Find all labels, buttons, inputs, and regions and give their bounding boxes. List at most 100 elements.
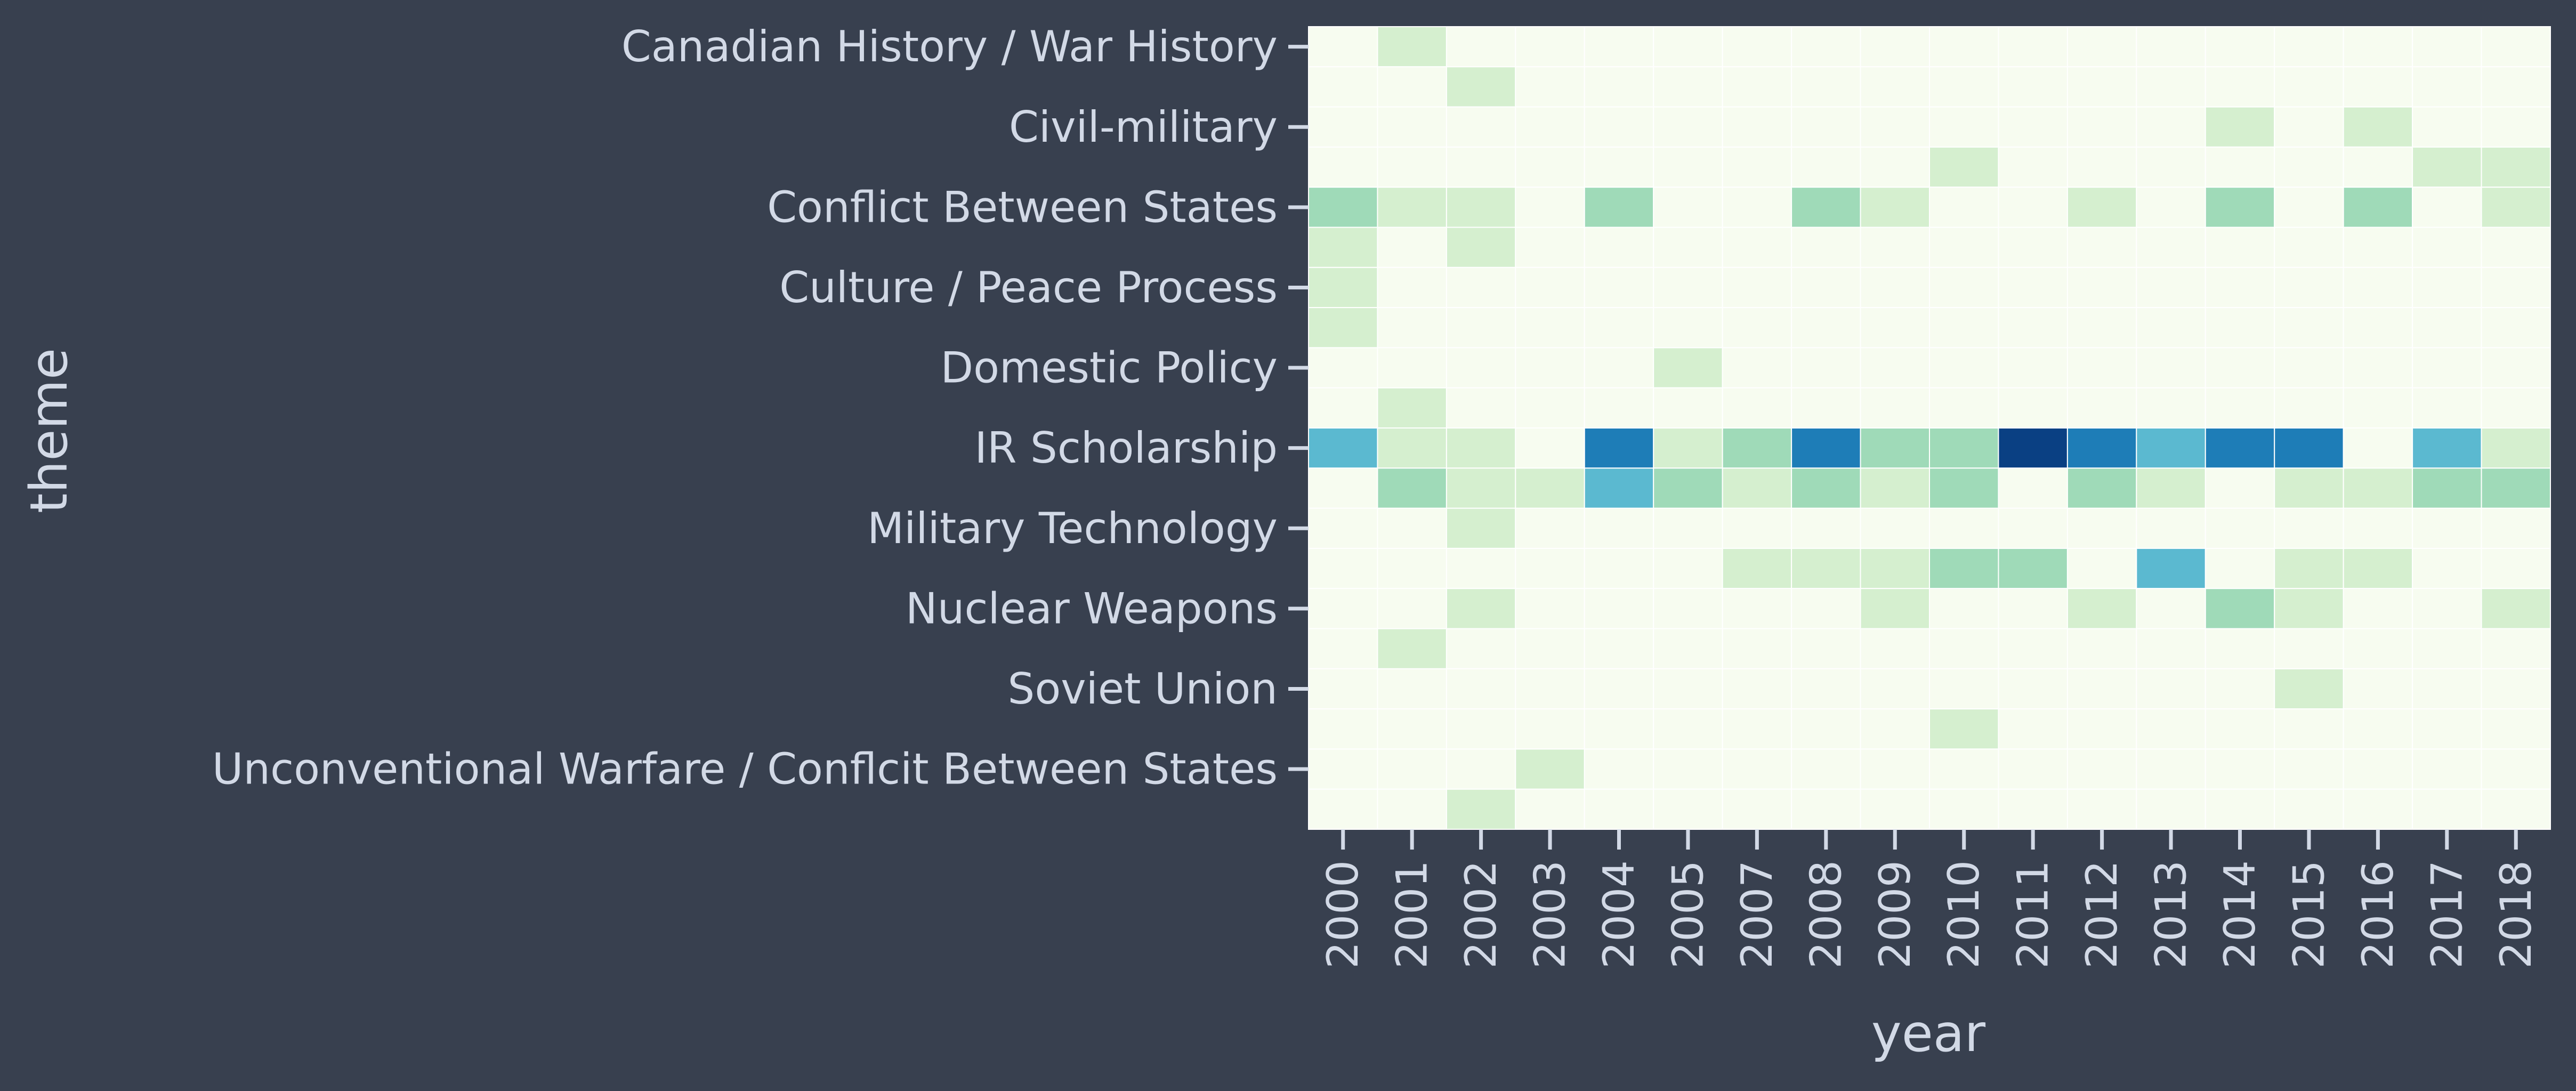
heatmap-cell — [1998, 628, 2068, 669]
heatmap-cell — [2274, 668, 2344, 710]
y-tick-label: Conflict Between States — [767, 182, 1278, 232]
heatmap-cell — [2204, 668, 2275, 710]
heatmap-cell — [1929, 467, 1999, 509]
heatmap-cell — [1791, 307, 1861, 349]
heatmap-cell — [1998, 507, 2068, 549]
heatmap-cell — [1998, 307, 2068, 349]
heatmap-cell — [1929, 547, 1999, 589]
heatmap-cells — [1308, 26, 2551, 830]
heatmap-cell — [1446, 227, 1516, 268]
heatmap-cell — [1653, 668, 1723, 710]
heatmap-cell — [2204, 507, 2275, 549]
heatmap-cell — [1377, 26, 1447, 68]
heatmap-cell — [2274, 788, 2344, 830]
heatmap-cell — [1446, 788, 1516, 830]
heatmap-cell — [2481, 266, 2551, 309]
heatmap-cell — [1998, 708, 2068, 750]
heatmap-cell — [2412, 106, 2482, 148]
heatmap-cell — [2412, 788, 2482, 830]
heatmap-cell — [2412, 307, 2482, 349]
heatmap-cell — [1515, 347, 1585, 389]
heatmap-cell — [2274, 427, 2344, 469]
heatmap-cell — [2343, 708, 2413, 750]
heatmap-cell — [1584, 588, 1654, 629]
heatmap-cell — [2481, 187, 2551, 228]
heatmap-cell — [1722, 668, 1792, 710]
heatmap-cell — [1584, 547, 1654, 589]
heatmap-cell — [1515, 788, 1585, 830]
heatmap-cell — [1515, 467, 1585, 509]
heatmap-cell — [1446, 347, 1516, 389]
heatmap-cell — [1377, 66, 1447, 108]
heatmap-cell — [2136, 266, 2206, 309]
heatmap-cell — [1584, 668, 1654, 710]
heatmap-cell — [1722, 307, 1792, 349]
heatmap-cell — [2274, 66, 2344, 108]
heatmap-cell — [2066, 628, 2137, 669]
heatmap-cell — [2481, 668, 2551, 710]
heatmap-cell — [1653, 187, 1723, 228]
heatmap-cell — [2204, 467, 2275, 509]
heatmap-cell — [2343, 266, 2413, 309]
heatmap-cell — [1929, 187, 1999, 228]
heatmap-cell — [1377, 547, 1447, 589]
heatmap-cell — [1929, 227, 1999, 268]
heatmap-cell — [1998, 748, 2068, 790]
y-tick-label: Military Technology — [867, 504, 1278, 553]
heatmap-cell — [1446, 628, 1516, 669]
heatmap-cell — [1929, 66, 1999, 108]
heatmap-cell — [1791, 347, 1861, 389]
heatmap-cell — [2412, 668, 2482, 710]
heatmap-cell — [1446, 106, 1516, 148]
heatmap-cell — [1584, 227, 1654, 268]
heatmap-cell — [2066, 547, 2137, 589]
heatmap-cell — [2412, 467, 2482, 509]
heatmap-cell — [1860, 227, 1931, 268]
heatmap-cell — [1791, 467, 1861, 509]
heatmap-cell — [1791, 507, 1861, 549]
heatmap-cell — [2481, 227, 2551, 268]
y-tick-label: Culture / Peace Process — [779, 263, 1278, 312]
heatmap-cell — [1653, 788, 1723, 830]
heatmap-cell — [1860, 26, 1931, 68]
heatmap-cell — [1515, 387, 1585, 429]
heatmap-cell — [2136, 588, 2206, 629]
heatmap-cell — [1446, 588, 1516, 629]
heatmap-cell — [2481, 347, 2551, 389]
heatmap-cell — [1860, 347, 1931, 389]
heatmap-cell — [1653, 227, 1723, 268]
heatmap-cell — [1860, 66, 1931, 108]
heatmap-cell — [1722, 748, 1792, 790]
heatmap-cell — [2412, 187, 2482, 228]
heatmap-cell — [2274, 307, 2344, 349]
heatmap-cell — [1308, 146, 1378, 188]
heatmap-cell — [2136, 748, 2206, 790]
heatmap-cell — [1308, 668, 1378, 710]
heatmap-cell — [1584, 467, 1654, 509]
heatmap-cell — [2066, 307, 2137, 349]
heatmap-cell — [1860, 467, 1931, 509]
heatmap-cell — [2412, 347, 2482, 389]
heatmap-cell — [1377, 427, 1447, 469]
heatmap-cell — [2136, 106, 2206, 148]
heatmap-cell — [1515, 507, 1585, 549]
heatmap-cell — [2412, 708, 2482, 750]
heatmap-cell — [2136, 187, 2206, 228]
heatmap-cell — [1998, 467, 2068, 509]
x-tick-label: 2000 — [1318, 860, 1368, 969]
heatmap-cell — [2481, 788, 2551, 830]
heatmap-cell — [1584, 788, 1654, 830]
heatmap-cell — [2412, 547, 2482, 589]
heatmap-cell — [2204, 307, 2275, 349]
heatmap-cell — [2274, 347, 2344, 389]
heatmap-cell — [1584, 106, 1654, 148]
heatmap-cell — [1584, 187, 1654, 228]
heatmap-cell — [1722, 467, 1792, 509]
heatmap-cell — [2481, 427, 2551, 469]
heatmap-cell — [1377, 467, 1447, 509]
heatmap-cell — [1860, 708, 1931, 750]
heatmap-cell — [2204, 146, 2275, 188]
heatmap-cell — [2274, 26, 2344, 68]
y-tick-label: Canadian History / War History — [621, 22, 1278, 71]
heatmap-cell — [1791, 146, 1861, 188]
